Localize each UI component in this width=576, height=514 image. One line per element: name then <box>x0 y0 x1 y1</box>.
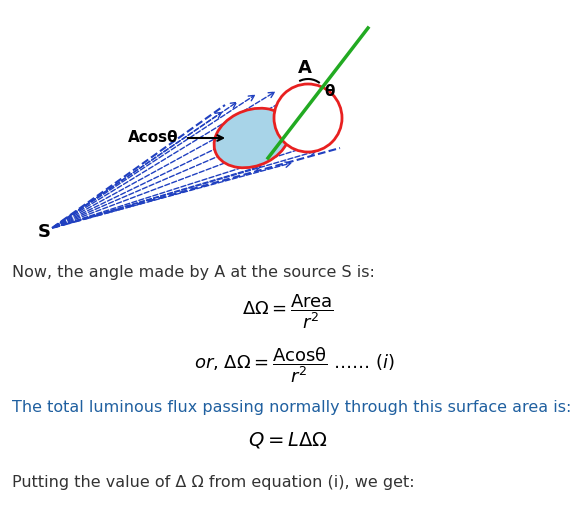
Text: A: A <box>298 59 312 77</box>
Text: Now, the angle made by A at the source S is:: Now, the angle made by A at the source S… <box>12 265 375 280</box>
Text: Putting the value of Δ Ω from equation (i), we get:: Putting the value of Δ Ω from equation (… <box>12 475 415 490</box>
Ellipse shape <box>274 84 342 152</box>
Text: θ: θ <box>325 84 335 100</box>
Text: Acosθ: Acosθ <box>127 131 178 145</box>
Text: $\Delta\Omega = \dfrac{\mathrm{Area}}{r^2}$: $\Delta\Omega = \dfrac{\mathrm{Area}}{r^… <box>242 292 334 331</box>
Text: $\mathit{or{,}}\ \Delta\Omega = \dfrac{\mathrm{Acos\theta}}{r^2}\ \ldots\ldots\ : $\mathit{or{,}}\ \Delta\Omega = \dfrac{\… <box>195 345 396 385</box>
Text: The total luminous flux passing normally through this surface area is:: The total luminous flux passing normally… <box>12 400 571 415</box>
Text: S: S <box>37 223 51 241</box>
Text: $\mathit{Q} = \mathit{L}\Delta\Omega$: $\mathit{Q} = \mathit{L}\Delta\Omega$ <box>248 430 328 450</box>
Ellipse shape <box>214 108 290 168</box>
